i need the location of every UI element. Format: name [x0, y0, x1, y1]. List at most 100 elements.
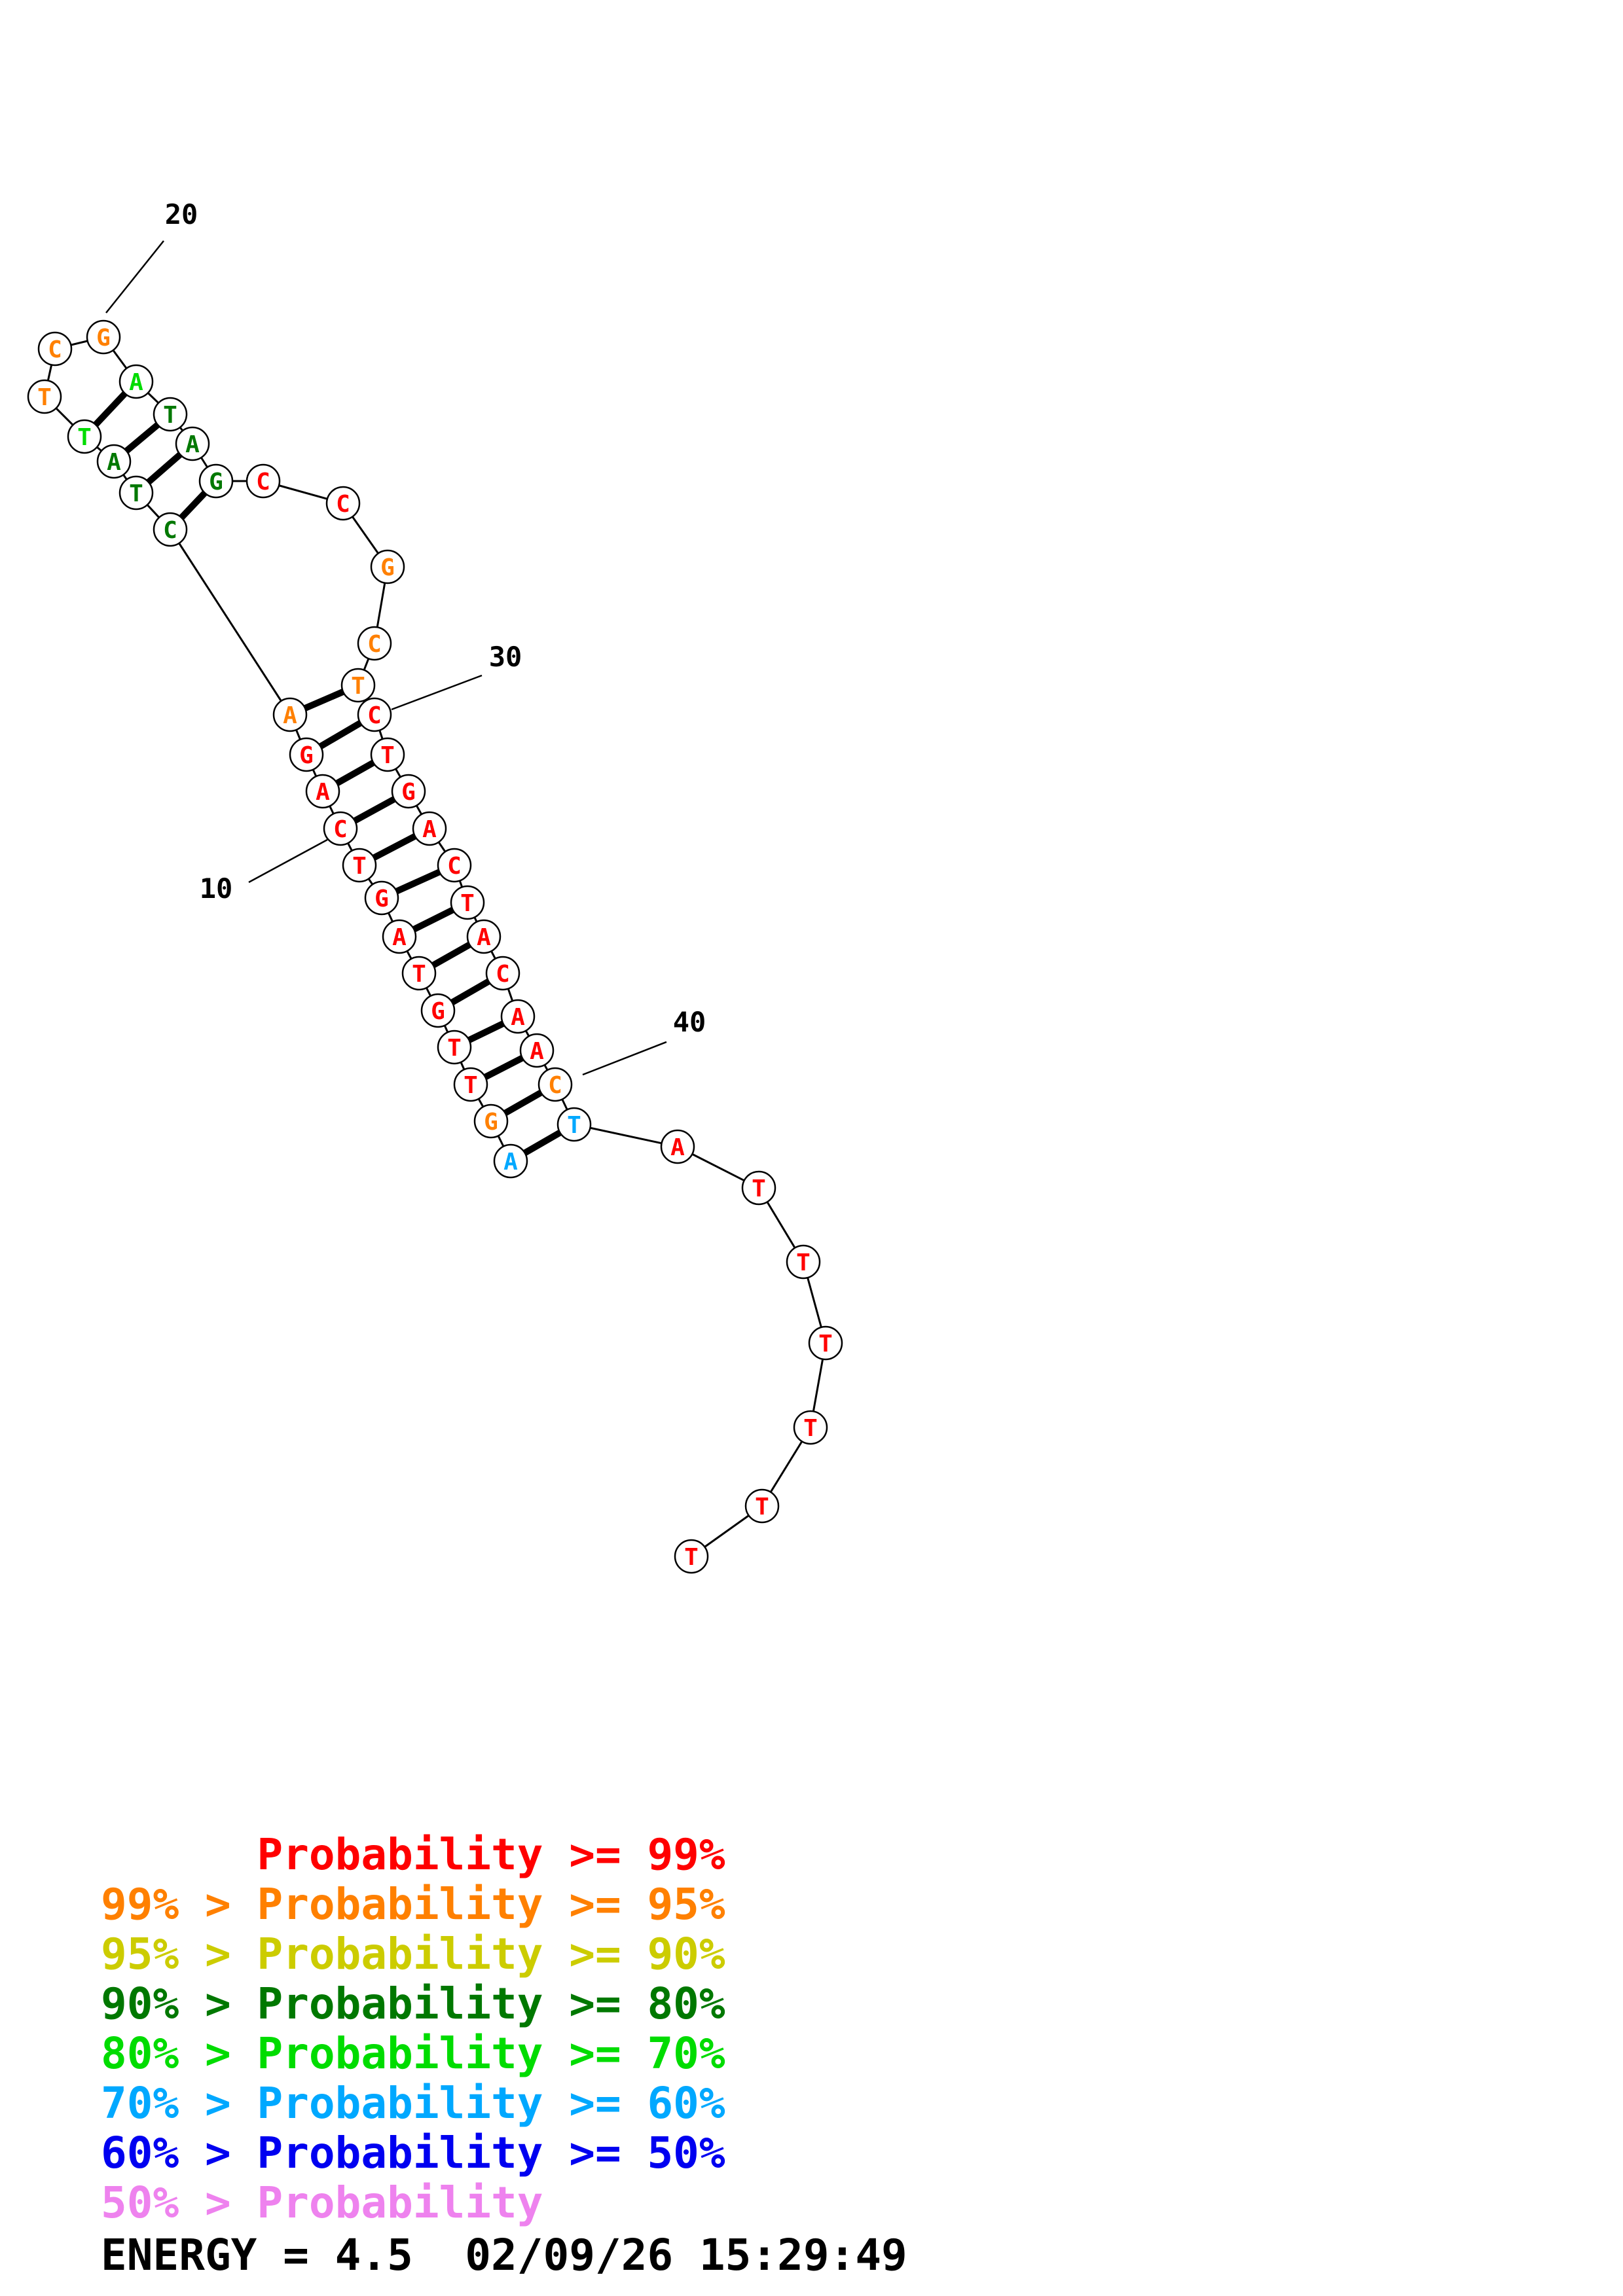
nucleotide-base-G: G — [374, 886, 389, 912]
nucleotide-circle — [808, 1325, 843, 1361]
nucleotide-base-A: A — [503, 1149, 518, 1175]
legend-entry: 50% > Probability — [101, 2178, 543, 2228]
nucleotide-circle — [420, 993, 456, 1028]
nucleotide-base-C: C — [496, 961, 510, 988]
backbone-line — [169, 529, 291, 715]
nucleotide-base-G: G — [209, 469, 223, 495]
nucleotide-base-C: C — [548, 1072, 562, 1099]
nucleotide-base-T: T — [818, 1331, 833, 1357]
nucleotide-circle — [198, 463, 234, 499]
energy-text: ENERGY = 4.5 02/09/26 15:29:49 — [101, 2230, 907, 2280]
nucleotide-base-T: T — [447, 1035, 462, 1062]
nucleotide-circle — [401, 956, 437, 991]
nucleotide-circle — [744, 1488, 780, 1524]
nucleotide-circle — [272, 697, 308, 732]
nucleotide-circle — [119, 364, 154, 399]
nucleotide-circle — [370, 737, 405, 772]
legend-entry: 60% > Probability >= 50% — [101, 2128, 725, 2178]
nucleotide-circle — [660, 1129, 695, 1164]
probability-legend: Probability >= 99% 99% > Probability >= 9… — [101, 1830, 725, 2228]
nucleotide-circle — [37, 331, 73, 367]
nucleotide-base-T: T — [796, 1249, 811, 1276]
nucleotide-base-C: C — [333, 816, 348, 843]
nucleotide-circle — [153, 397, 188, 432]
nucleotide-base-T: T — [684, 1544, 699, 1571]
nucleotide-circle — [519, 1033, 555, 1068]
label-leader-line — [582, 1041, 667, 1076]
nucleotide-circle — [370, 549, 405, 584]
nucleotide-circle — [437, 1030, 472, 1065]
nucleotide-circle — [325, 486, 361, 521]
nucleotide-base-A: A — [530, 1038, 544, 1065]
nucleotide-base-T: T — [37, 384, 52, 411]
nucleotide-circle — [289, 737, 324, 772]
nucleotide-circle — [412, 811, 447, 846]
nucleotide-circle — [153, 512, 188, 547]
nucleotide-circle — [382, 919, 417, 954]
backbone-line — [574, 1123, 678, 1148]
label-leader-line — [391, 674, 483, 711]
nucleotide-base-A: A — [477, 924, 491, 951]
nucleotide-base-T: T — [752, 1175, 766, 1202]
nucleotide-base-T: T — [77, 424, 92, 451]
nucleotide-base-T: T — [412, 961, 426, 988]
label-leader-line — [105, 240, 164, 314]
nucleotide-circle — [305, 774, 340, 809]
nucleotide-base-T: T — [460, 890, 475, 917]
nucleotide-base-G: G — [299, 742, 314, 769]
nucleotide-circle — [500, 999, 536, 1034]
nucleotide-base-A: A — [107, 449, 121, 476]
legend-entry: 80% > Probability >= 70% — [101, 2028, 725, 2079]
nucleotide-circle — [473, 1103, 509, 1139]
nucleotide-circle — [538, 1067, 573, 1102]
nucleotide-circle — [246, 463, 281, 499]
nucleotide-base-A: A — [392, 924, 407, 951]
nucleotide-circle — [323, 811, 358, 846]
position-label: 30 — [489, 641, 522, 673]
nucleotide-base-C: C — [447, 853, 462, 880]
nucleotide-base-A: A — [129, 369, 143, 396]
nucleotide-circle — [67, 419, 102, 454]
legend-entry: Probability >= 99% — [101, 1829, 725, 1880]
nucleotide-base-T: T — [129, 480, 143, 507]
nucleotide-base-C: C — [256, 469, 270, 495]
nucleotide-circle — [786, 1244, 821, 1280]
nucleotide-circle — [340, 668, 376, 703]
position-label: 10 — [200, 872, 233, 905]
nucleotide-base-G: G — [431, 998, 445, 1025]
nucleotide-circle — [119, 475, 154, 511]
nucleotide-circle — [485, 956, 520, 991]
nucleotide-base-T: T — [464, 1072, 478, 1099]
legend-entry: 70% > Probability >= 60% — [101, 2078, 725, 2128]
nucleotide-base-A: A — [185, 431, 200, 458]
nucleotide-base-G: G — [380, 554, 395, 581]
nucleotide-circle — [741, 1170, 776, 1206]
nucleotide-base-C: C — [367, 702, 382, 729]
nucleotide-base-A: A — [316, 779, 330, 806]
nucleotide-circle — [96, 444, 132, 479]
nucleotide-base-A: A — [283, 702, 297, 729]
nucleotide-circle — [86, 319, 121, 355]
nucleotide-circle — [466, 919, 501, 954]
nucleotide-circle — [437, 848, 472, 883]
nucleotide-circle — [674, 1539, 709, 1574]
nucleotide-base-A: A — [670, 1134, 685, 1161]
nucleotide-base-T: T — [163, 402, 177, 429]
legend-entry: 95% > Probability >= 90% — [101, 1929, 725, 1979]
nucleotide-circle — [493, 1143, 528, 1179]
nucleotide-base-T: T — [803, 1415, 818, 1442]
nucleotide-circle — [175, 426, 210, 461]
legend-entry: 99% > Probability >= 95% — [101, 1879, 725, 1929]
nucleotide-base-G: G — [96, 325, 111, 351]
nucleotide-base-C: C — [48, 336, 62, 363]
nucleotide-circle — [556, 1107, 592, 1142]
nucleotide-circle — [793, 1410, 828, 1445]
nucleotide-base-A: A — [511, 1004, 525, 1031]
position-label: 20 — [165, 198, 198, 230]
nucleotide-base-C: C — [367, 631, 382, 658]
nucleotide-base-T: T — [755, 1494, 769, 1520]
nucleotide-circle — [364, 880, 399, 916]
nucleotide-base-G: G — [484, 1109, 498, 1136]
